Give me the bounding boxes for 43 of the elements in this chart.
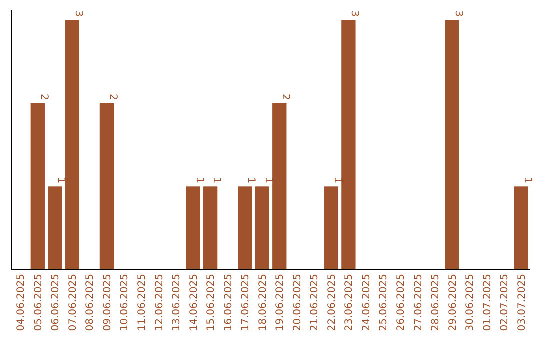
x-tick-label: 08.06.2025	[85, 274, 96, 332]
data-label: 3	[452, 10, 464, 17]
x-tick-label: 23.06.2025	[344, 274, 356, 332]
x-tick-label: 01.07.2025	[482, 274, 494, 332]
x-tick-label: 14.06.2025	[188, 274, 200, 332]
data-label: 3	[349, 10, 360, 17]
x-tick-label: 09.06.2025	[102, 274, 114, 332]
x-tick-label: 15.06.2025	[206, 274, 218, 332]
x-tick-label: 19.06.2025	[275, 274, 286, 332]
x-tick-label: 12.06.2025	[154, 274, 166, 332]
x-tick-label: 07.06.2025	[68, 274, 79, 332]
x-tick-label: 18.06.2025	[258, 274, 269, 332]
x-tick-label: 16.06.2025	[223, 274, 234, 332]
x-tick-label: 13.06.2025	[172, 274, 183, 332]
x-tick-label: 27.06.2025	[413, 274, 424, 332]
x-tick-label: 28.06.2025	[430, 274, 442, 332]
data-label: 1	[56, 177, 67, 184]
x-tick-label: 03.07.2025	[516, 274, 528, 332]
data-label: 1	[246, 177, 257, 184]
x-tick-label: 04.06.2025	[16, 274, 28, 332]
x-tick-label: 26.06.2025	[396, 274, 407, 332]
data-label: 1	[262, 177, 274, 184]
x-tick-label: 10.06.2025	[120, 274, 131, 332]
data-label: 1	[522, 177, 533, 184]
x-tick-label: 11.06.2025	[137, 274, 148, 332]
x-tick-label: 25.06.2025	[378, 274, 390, 332]
x-tick-label: 02.07.2025	[500, 274, 511, 332]
x-tick-label: 30.06.2025	[465, 274, 476, 332]
x-tick-label: 17.06.2025	[240, 274, 252, 332]
x-tick-label: 20.06.2025	[292, 274, 304, 332]
x-tick-label: 24.06.2025	[361, 274, 372, 332]
data-label: 2	[280, 94, 292, 100]
x-tick-label: 21.06.2025	[310, 274, 321, 332]
data-label: 1	[194, 177, 205, 184]
x-tick-label: 29.06.2025	[448, 274, 459, 332]
data-label: 1	[211, 177, 222, 184]
x-tick-label: 05.06.2025	[33, 274, 44, 332]
data-label: 2	[107, 94, 118, 100]
x-tick-label: 22.06.2025	[326, 274, 338, 332]
x-tick-label: 06.06.2025	[50, 274, 62, 332]
data-label: 3	[72, 10, 84, 17]
data-label: 2	[38, 94, 50, 100]
data-label: 1	[332, 177, 343, 184]
